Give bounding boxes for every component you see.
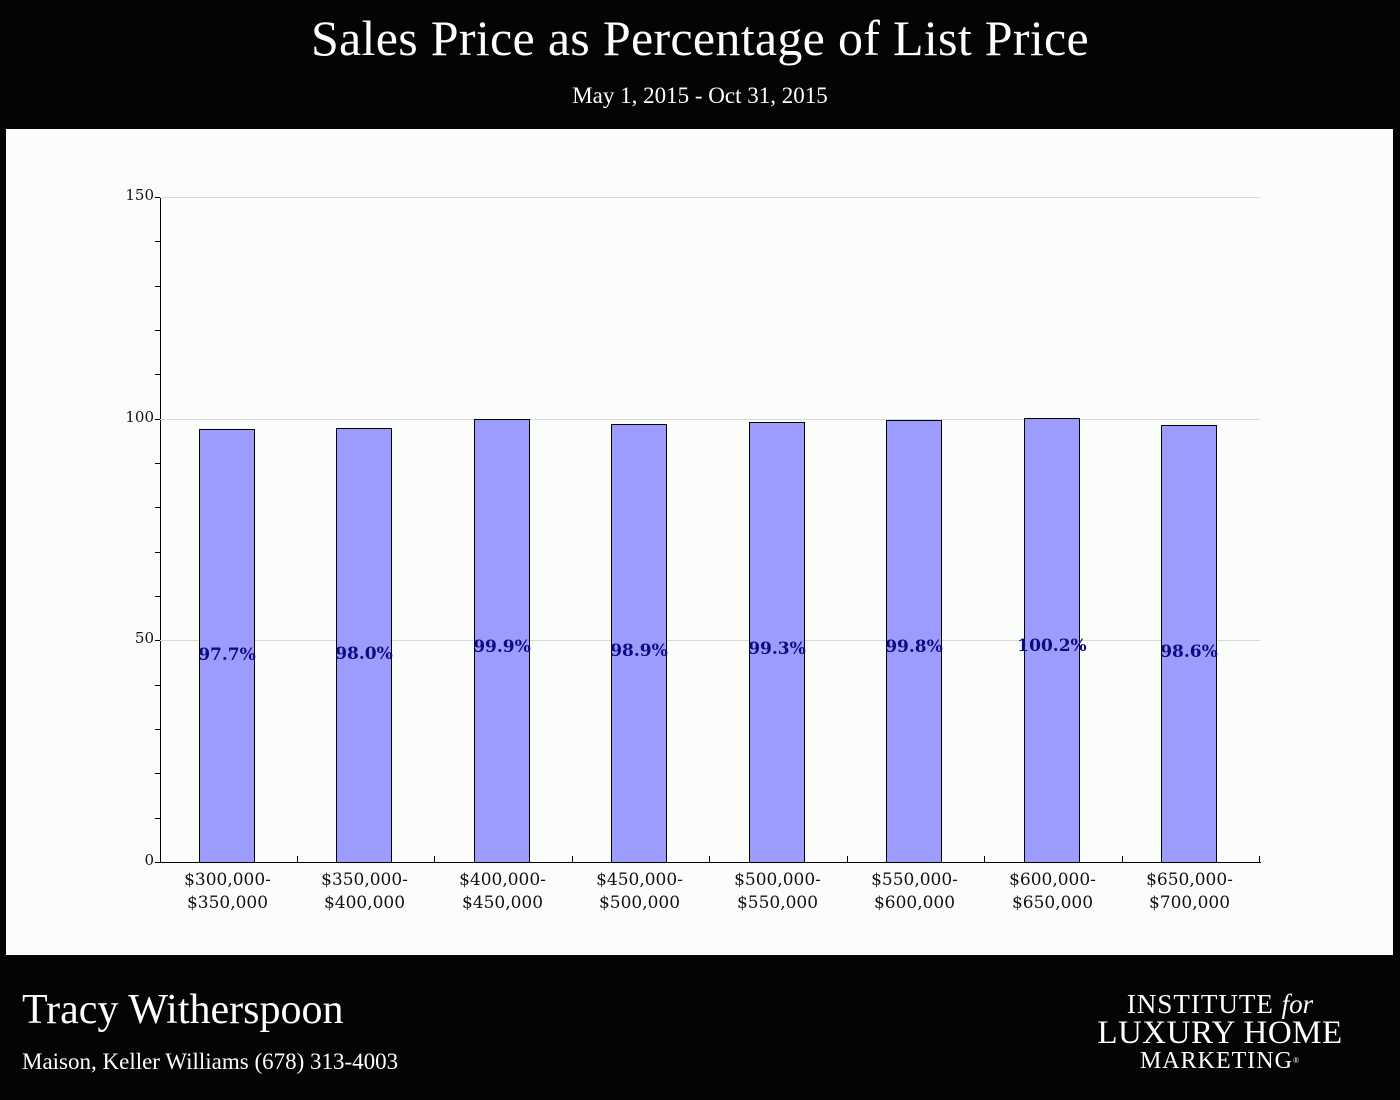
y-tick [155,197,161,198]
registered-mark: ® [1292,1056,1301,1065]
bar-data-label: 98.9% [610,641,668,661]
x-tick-label: $500,000- $550,000 [709,869,846,915]
x-tick [572,856,573,863]
gridline [160,419,1260,420]
y-tick [155,286,161,287]
logo-line1: INSTITUTE [1126,989,1274,1019]
bar-data-label: 97.7% [198,645,256,665]
y-tick [155,507,161,508]
bar [1161,425,1217,863]
x-tick-label-line: $500,000 [598,893,681,913]
logo-line2: LUXURY HOME [1097,1015,1343,1051]
x-tick [1259,856,1260,863]
x-tick-label-line: $550,000- [871,870,958,890]
x-tick-label-line: $400,000 [323,893,406,913]
y-tick-label: 150 [125,186,154,204]
y-tick-label: 100 [125,408,154,426]
x-tick-label: $300,000- $350,000 [159,869,296,915]
x-tick-label-line: $700,000 [1148,893,1231,913]
x-tick [1122,856,1123,863]
agent-details: Maison, Keller Williams (678) 313-4003 [22,1049,399,1074]
chart-subtitle: May 1, 2015 - Oct 31, 2015 [572,83,828,108]
x-tick-label: $350,000- $400,000 [296,869,433,915]
institute-logo: INSTITUTE for LUXURY HOME MARKETING® [1080,990,1360,1074]
y-tick-label: 50 [134,629,154,647]
x-tick [847,856,848,863]
bar-data-label: 99.9% [473,637,531,657]
logo-line3: MARKETING [1139,1048,1293,1074]
bar [611,424,667,863]
bar-data-label: 98.0% [335,644,393,664]
x-tick-label-line: $600,000- [1009,870,1096,890]
chart-header: Sales Price as Percentage of List Price … [0,0,1400,128]
y-tick [155,552,161,553]
bar [1024,418,1080,863]
bar [886,420,942,863]
bar [199,429,255,863]
x-tick-label: $650,000- $700,000 [1121,869,1258,915]
y-tick [155,862,161,863]
bar-data-label: 99.8% [885,637,943,657]
x-tick-label-line: $650,000- [1146,870,1233,890]
agent-name: Tracy Witherspoon [22,987,344,1033]
y-tick [155,374,161,375]
gridline [160,640,1260,641]
x-tick-label: $550,000- $600,000 [846,869,983,915]
gridline [160,197,1260,198]
x-tick-label: $400,000- $450,000 [434,869,571,915]
y-tick [155,463,161,464]
y-tick [155,330,161,331]
chart-title: Sales Price as Percentage of List Price [310,10,1090,66]
y-tick [155,729,161,730]
x-tick-label: $600,000- $650,000 [984,869,1121,915]
x-tick-label-line: $650,000 [1011,893,1094,913]
y-axis [160,197,161,863]
x-tick-label-line: $350,000 [186,893,269,913]
x-tick-label-line: $400,000- [459,870,546,890]
y-tick [155,640,161,641]
x-tick-label-line: $450,000- [596,870,683,890]
x-tick-label-line: $500,000- [734,870,821,890]
x-tick-label-line: $600,000 [873,893,956,913]
x-tick-label-line: $300,000- [184,870,271,890]
bar-data-label: 99.3% [748,639,806,659]
y-tick [155,818,161,819]
y-tick-label: 0 [144,851,154,869]
bar-data-label: 98.6% [1160,642,1218,662]
bar-data-label: 100.2% [1017,636,1087,656]
bar [749,422,805,863]
x-tick-label-line: $350,000- [321,870,408,890]
x-tick-label-line: $550,000 [736,893,819,913]
x-tick [709,856,710,863]
bar [336,428,392,863]
y-tick [155,685,161,686]
bar [474,419,530,863]
x-tick-label-line: $450,000 [461,893,544,913]
x-tick [984,856,985,863]
y-tick [155,419,161,420]
y-tick [155,773,161,774]
x-tick [434,856,435,863]
y-tick [155,241,161,242]
logo-for: for [1281,989,1314,1019]
x-axis [160,862,1261,863]
y-tick [155,596,161,597]
x-tick [297,856,298,863]
x-tick-label: $450,000- $500,000 [571,869,708,915]
